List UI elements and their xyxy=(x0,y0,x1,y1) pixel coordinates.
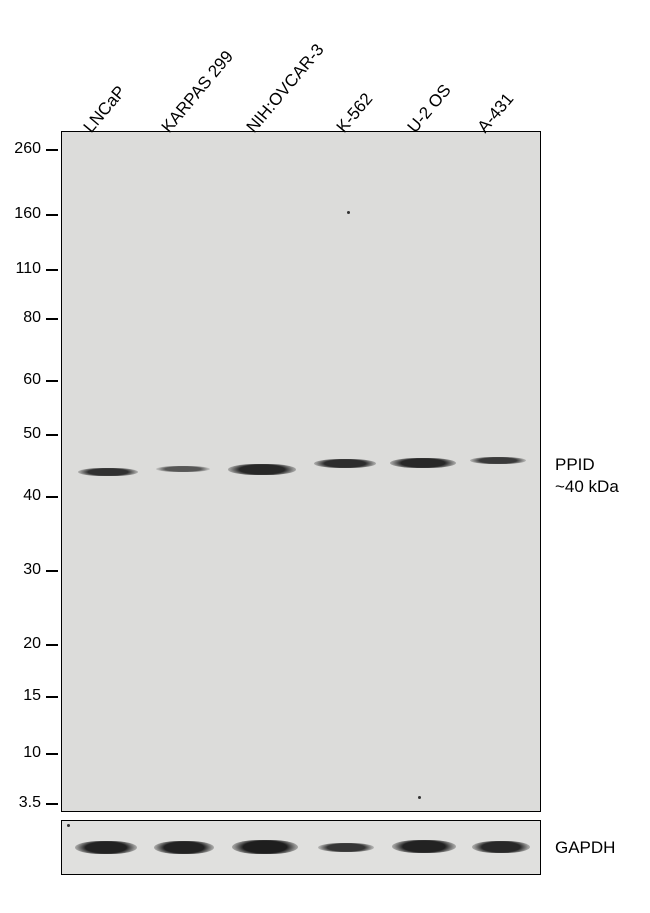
mw-label: 15 xyxy=(1,687,41,705)
lane-label: NIH:OVCAR-3 xyxy=(243,40,329,137)
band xyxy=(78,468,138,476)
band xyxy=(314,459,376,468)
mw-tick xyxy=(46,214,58,216)
mw-tick xyxy=(46,269,58,271)
band xyxy=(75,841,137,854)
mw-tick xyxy=(46,434,58,436)
mw-label: 80 xyxy=(1,309,41,327)
lane-label: LNCaP xyxy=(80,82,131,137)
mw-label: 3.5 xyxy=(1,794,41,812)
right-annotation-label: PPID xyxy=(555,455,595,475)
mw-tick xyxy=(46,644,58,646)
band xyxy=(228,464,296,475)
mw-tick xyxy=(46,696,58,698)
mw-label: 110 xyxy=(1,260,41,278)
lane-label: KARPAS 299 xyxy=(158,47,238,137)
mw-label: 260 xyxy=(1,140,41,158)
lane-label: K-562 xyxy=(333,89,377,137)
band xyxy=(390,458,456,468)
band xyxy=(154,841,214,854)
mw-tick xyxy=(46,570,58,572)
mw-label: 40 xyxy=(1,487,41,505)
speckle xyxy=(418,796,421,799)
band xyxy=(232,840,298,854)
band xyxy=(318,843,374,852)
lane-label: A-431 xyxy=(474,89,518,137)
band xyxy=(470,457,526,464)
mw-tick xyxy=(46,149,58,151)
mw-label: 20 xyxy=(1,635,41,653)
band xyxy=(392,840,456,853)
right-annotation-label: GAPDH xyxy=(555,838,615,858)
lane-label: U-2 OS xyxy=(404,81,456,137)
mw-tick xyxy=(46,496,58,498)
mw-label: 50 xyxy=(1,425,41,443)
mw-tick xyxy=(46,380,58,382)
mw-label: 10 xyxy=(1,744,41,762)
mw-tick xyxy=(46,753,58,755)
mw-label: 60 xyxy=(1,371,41,389)
band xyxy=(472,841,530,853)
right-annotation-label: ~40 kDa xyxy=(555,477,619,497)
mw-tick xyxy=(46,318,58,320)
mw-label: 30 xyxy=(1,561,41,579)
speckle xyxy=(347,211,350,214)
band xyxy=(156,466,210,472)
mw-tick xyxy=(46,803,58,805)
western-blot-figure: LNCaP KARPAS 299NIH:OVCAR-3K-562 U-2 OS A-4… xyxy=(0,0,650,913)
speckle xyxy=(67,824,70,827)
mw-label: 160 xyxy=(1,205,41,223)
